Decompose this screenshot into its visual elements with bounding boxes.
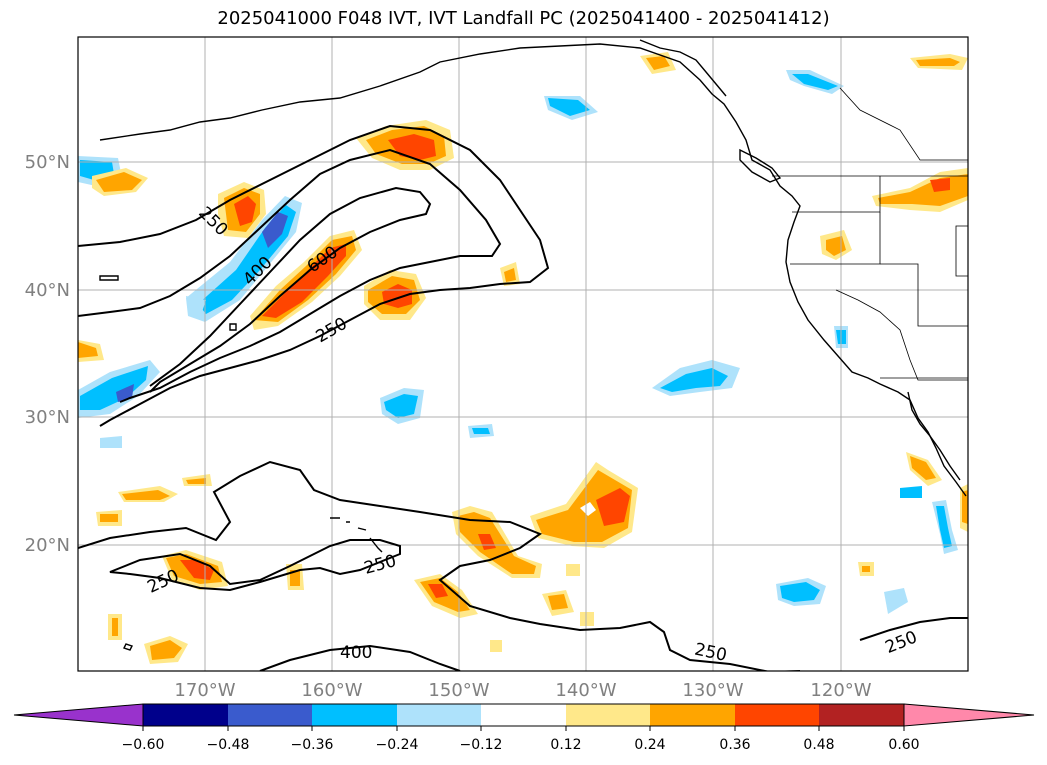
lat-label: 30°N bbox=[25, 407, 70, 428]
colorbar-extend-high bbox=[903, 703, 1035, 727]
colorbar-tick-label: −0.12 bbox=[460, 737, 503, 753]
lat-label: 40°N bbox=[25, 280, 70, 301]
colorbar-tick-label: 0.60 bbox=[888, 737, 919, 753]
colorbar-bin bbox=[566, 704, 650, 726]
colorbar-tick-label: −0.60 bbox=[122, 737, 165, 753]
map-title: 2025041000 F048 IVT, IVT Landfall PC (20… bbox=[217, 8, 830, 29]
colorbar: −0.60 −0.48 −0.36 −0.24 −0.12 0.12 0.24 … bbox=[13, 703, 1035, 753]
political-borders bbox=[772, 87, 968, 381]
lat-label: 20°N bbox=[25, 535, 70, 556]
lon-label: 170°W bbox=[174, 680, 235, 701]
colorbar-bin bbox=[481, 704, 566, 726]
lon-labels: 170°W 160°W 150°W 140°W 130°W 120°W bbox=[174, 680, 871, 701]
contour-label: 400 bbox=[340, 643, 372, 663]
ivt-contours bbox=[78, 124, 968, 671]
shading-layer bbox=[78, 52, 968, 664]
colorbar-bin bbox=[735, 704, 819, 726]
lat-labels: 50°N 40°N 30°N 20°N bbox=[25, 152, 70, 556]
lon-label: 120°W bbox=[810, 680, 871, 701]
coastlines bbox=[99, 39, 967, 651]
contour-400-north bbox=[149, 186, 432, 393]
colorbar-bin bbox=[650, 704, 735, 726]
colorbar-bin bbox=[312, 704, 397, 726]
colorbar-bin bbox=[228, 704, 312, 726]
colorbar-bin bbox=[819, 704, 904, 726]
lon-label: 130°W bbox=[682, 680, 743, 701]
colorbar-tick-label: 0.36 bbox=[719, 737, 750, 753]
lon-label: 150°W bbox=[428, 680, 489, 701]
contour-250-north bbox=[78, 124, 550, 427]
plot-frame bbox=[77, 36, 969, 672]
colorbar-bin bbox=[397, 704, 481, 726]
colorbar-tick-label: 0.48 bbox=[803, 737, 834, 753]
lon-label: 160°W bbox=[301, 680, 362, 701]
colorbar-tick-label: −0.48 bbox=[207, 737, 250, 753]
contour-400-south bbox=[259, 644, 461, 671]
colorbar-tick-label: −0.24 bbox=[376, 737, 419, 753]
colorbar-tick-label: −0.36 bbox=[291, 737, 334, 753]
colorbar-tick-label: 0.24 bbox=[634, 737, 665, 753]
colorbar-extend-low bbox=[13, 703, 144, 727]
colorbar-bin bbox=[143, 704, 228, 726]
lon-label: 140°W bbox=[555, 680, 616, 701]
colorbar-tick-label: 0.12 bbox=[550, 737, 581, 753]
lat-label: 50°N bbox=[25, 152, 70, 173]
